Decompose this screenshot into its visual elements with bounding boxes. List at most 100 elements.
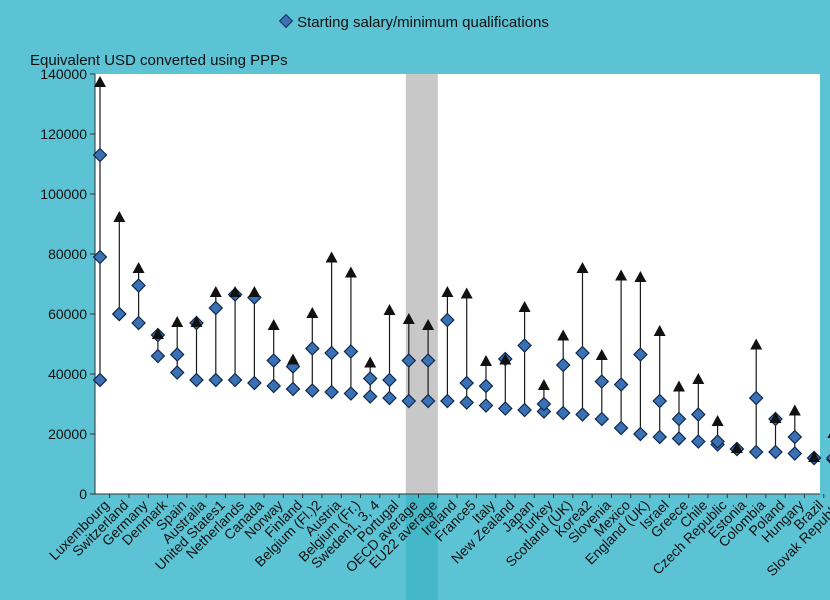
top-of-scale-point <box>460 287 473 299</box>
starting-salary-point <box>497 401 513 416</box>
starting-salary-point <box>324 384 339 400</box>
top-of-scale-point <box>615 269 628 281</box>
min-qualifications-point <box>420 353 436 368</box>
min-qualifications-point <box>208 300 224 316</box>
min-qualifications-point <box>710 434 725 449</box>
top-of-scale-point <box>653 325 666 336</box>
top-of-scale-point <box>132 262 145 273</box>
starting-salary-point <box>227 372 243 388</box>
oecd-highlight-band-below <box>405 494 438 600</box>
top-of-scale-point <box>383 304 396 315</box>
min-qualifications-point <box>401 353 417 368</box>
top-of-scale-point <box>325 251 338 263</box>
top-of-scale-point <box>190 316 203 327</box>
starting-salary-point <box>169 365 185 380</box>
top-of-scale-point <box>422 319 435 330</box>
min-qualifications-point <box>652 393 668 409</box>
top-of-scale-point <box>441 286 454 297</box>
starting-salary-point <box>304 383 320 398</box>
y-tick-label: 80000 <box>48 246 87 262</box>
top-of-scale-point <box>711 415 724 426</box>
starting-salary-point <box>343 386 359 401</box>
starting-salary-point <box>150 348 166 364</box>
starting-salary-point <box>536 404 552 419</box>
starting-salary-point <box>459 395 475 410</box>
min-qualifications-point <box>92 249 108 265</box>
min-qualifications-point <box>111 306 127 322</box>
min-qualifications-point <box>826 454 830 462</box>
y-tick-label: 120000 <box>40 126 87 142</box>
starting-salary-point <box>594 411 610 427</box>
oecd-highlight-band <box>405 74 438 494</box>
top-of-scale-point <box>402 313 415 324</box>
starting-salary-point <box>131 315 146 331</box>
starting-salary-point <box>768 444 783 460</box>
min-qualifications-point <box>787 429 803 445</box>
top-of-scale-point <box>113 211 126 222</box>
min-qualifications-point <box>343 344 359 359</box>
legend-label: Starting salary/minimum qualifications <box>297 14 549 31</box>
min-qualifications-point <box>131 278 146 293</box>
top-of-scale-point <box>750 338 763 350</box>
min-qualifications-point <box>748 390 764 406</box>
top-of-scale-point <box>267 319 280 330</box>
starting-salary-point <box>575 407 590 422</box>
min-qualifications-point <box>324 345 339 361</box>
min-qualifications-point <box>594 374 610 389</box>
starting-salary-point <box>787 446 803 461</box>
top-of-scale-point <box>306 307 319 318</box>
top-of-scale-point <box>151 328 164 339</box>
top-of-scale-point <box>730 442 743 453</box>
top-of-scale-point <box>692 373 705 384</box>
min-qualifications-point <box>362 371 378 386</box>
top-of-scale-point <box>537 379 550 390</box>
top-of-scale-point <box>499 353 512 365</box>
plot-area <box>95 74 820 494</box>
starting-salary-point <box>613 420 629 436</box>
top-of-scale-point <box>171 316 184 327</box>
starting-salary-point <box>247 375 262 391</box>
starting-salary-point <box>362 389 378 404</box>
min-qualifications-point <box>382 372 397 388</box>
starting-salary-point <box>92 372 108 388</box>
min-qualifications-point <box>266 353 282 368</box>
extra-salary-point <box>92 147 108 163</box>
top-of-scale-point <box>287 353 299 365</box>
starting-salary-point <box>652 429 668 445</box>
top-of-scale-point <box>94 76 106 87</box>
y-tick-label: 40000 <box>48 366 87 382</box>
top-of-scale-point <box>634 271 647 282</box>
min-qualifications-point <box>633 347 648 362</box>
top-of-scale-point <box>518 301 531 312</box>
starting-salary-point <box>285 381 301 397</box>
min-qualifications-point <box>536 396 552 412</box>
min-qualifications-point <box>304 341 320 356</box>
y-tick-label: 60000 <box>48 306 87 322</box>
starting-salary-point <box>401 393 417 409</box>
top-of-scale-point <box>248 286 261 297</box>
y-tick-label: 0 <box>79 486 87 502</box>
starting-salary-point <box>633 426 648 442</box>
top-of-scale-point <box>595 349 608 360</box>
starting-salary-point <box>189 372 204 388</box>
top-of-scale-point <box>827 433 830 438</box>
min-qualifications-point <box>555 357 571 373</box>
min-qualifications-point <box>690 407 706 422</box>
starting-salary-point <box>478 398 494 413</box>
top-of-scale-point <box>576 262 589 273</box>
top-of-scale-point <box>769 412 782 423</box>
top-of-scale-point <box>344 266 357 278</box>
top-of-scale-point <box>788 404 801 416</box>
top-of-scale-point <box>209 286 222 297</box>
starting-salary-point <box>382 390 397 406</box>
min-qualifications-point <box>613 377 629 392</box>
starting-salary-point <box>440 393 455 409</box>
starting-salary-point <box>555 405 571 421</box>
min-qualifications-point <box>671 411 687 427</box>
top-of-scale-point <box>673 380 685 392</box>
starting-salary-point <box>517 402 532 418</box>
top-of-scale-point <box>480 355 492 366</box>
y-tick-label: 100000 <box>40 186 87 202</box>
starting-salary-point <box>420 393 436 409</box>
